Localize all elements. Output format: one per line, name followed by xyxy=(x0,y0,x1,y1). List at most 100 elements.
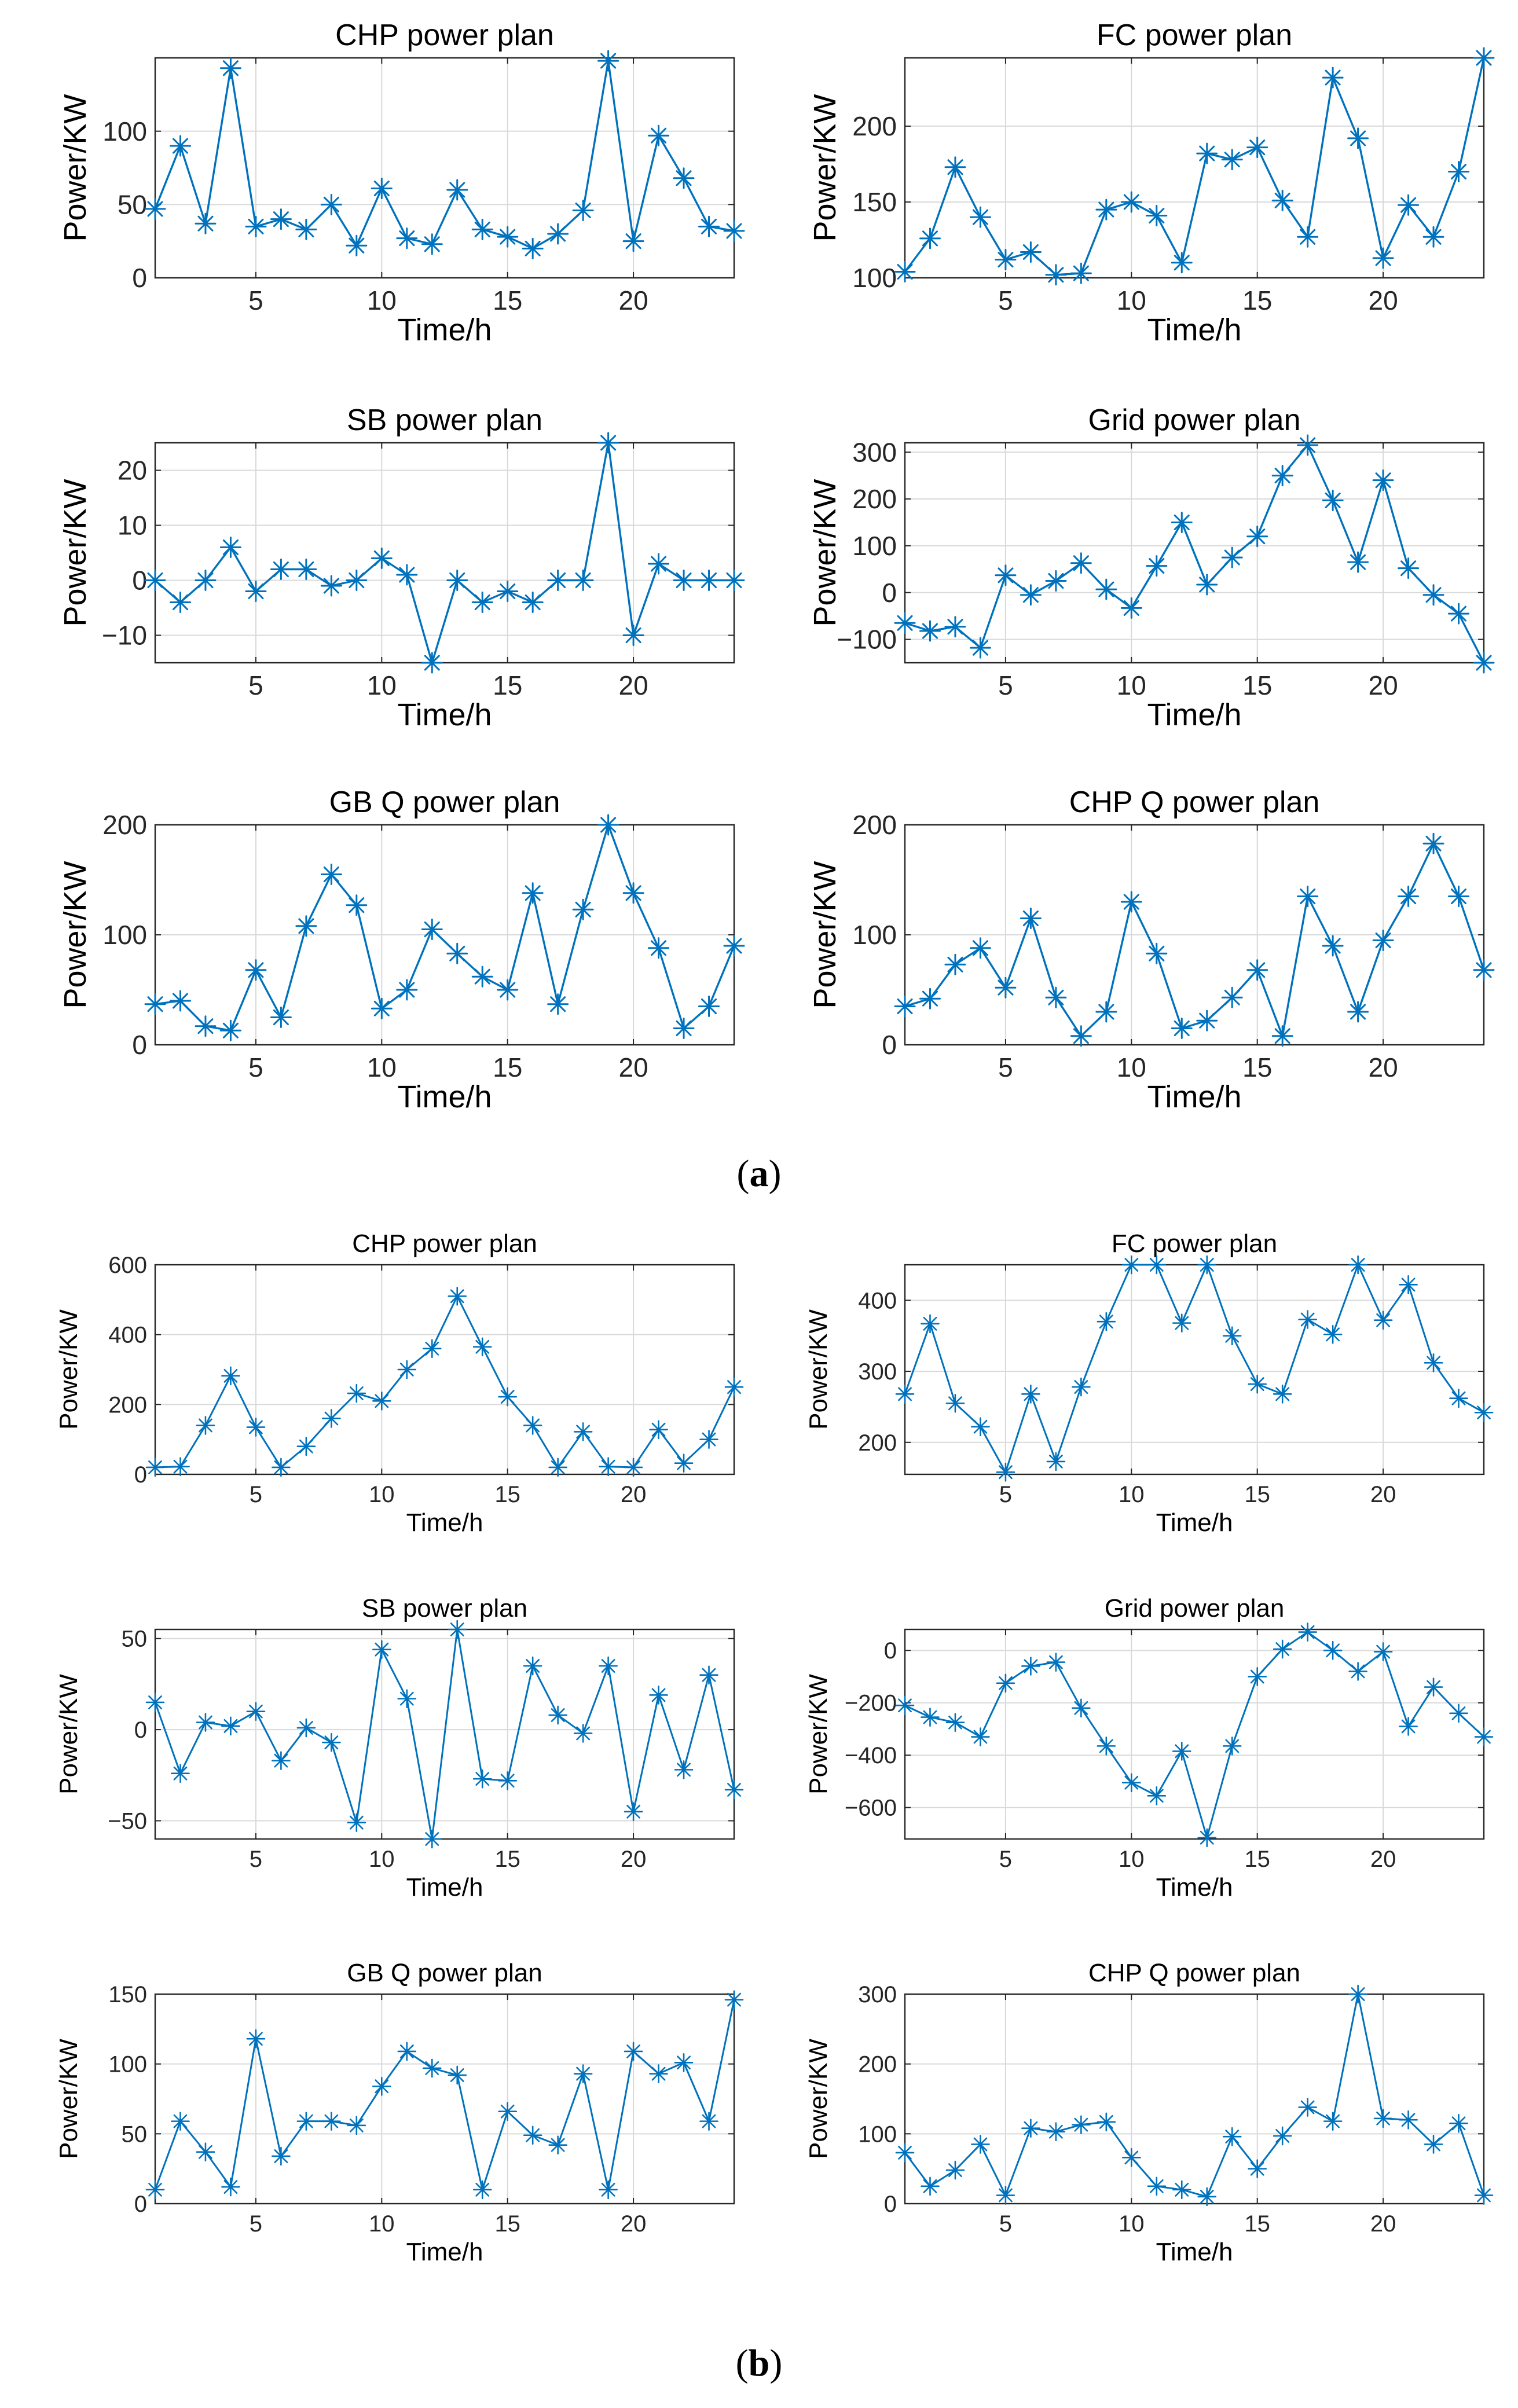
chart-b-3-point-14 xyxy=(472,1769,492,1789)
chart-b-3-point-8 xyxy=(322,1732,341,1752)
chart-b-3-point-1 xyxy=(145,1693,165,1712)
chart-a-6-point-10 xyxy=(1120,891,1142,913)
chart-b-2-point-23 xyxy=(1449,1389,1468,1408)
chart-b-4-point-11 xyxy=(1147,1786,1167,1805)
chart-a-2-ytick-label-1: 150 xyxy=(852,187,897,217)
chart-a-2-point-4 xyxy=(969,206,991,228)
chart-a-4-point-9 xyxy=(1095,578,1117,600)
chart-b-1-point-6 xyxy=(272,1458,291,1477)
chart-b-2-point-17 xyxy=(1298,1310,1317,1329)
chart-b-5-point-21 xyxy=(649,2064,668,2083)
chart-b-5-xtick-label-1: 10 xyxy=(369,2211,395,2237)
chart-b-1-point-20 xyxy=(624,1458,643,1477)
chart-b-3: 5 10 15 20 −50 0 50 SB power plan Time/h Power/KW xyxy=(54,1594,744,1902)
chart-b-2-point-4 xyxy=(971,1417,990,1437)
chart-b-5: 5 10 15 20 0 50 100 150 GB Q power plan Time/h Pow… xyxy=(54,1959,744,2266)
chart-b-5-point-15 xyxy=(498,2102,517,2121)
chart-b-5-point-8 xyxy=(322,2112,341,2131)
chart-a-3-point-7 xyxy=(295,559,317,580)
chart-a-6-point-14 xyxy=(1221,986,1243,1008)
chart-a-5-point-9 xyxy=(346,894,368,916)
chart-b-3-point-21 xyxy=(649,1686,668,1705)
chart-b-3-point-24 xyxy=(724,1780,744,1800)
chart-b-2-point-10 xyxy=(1122,1255,1141,1275)
chart-a-4-point-7 xyxy=(1045,570,1067,592)
chart-b-3-point-6 xyxy=(272,1751,291,1770)
chart-a-1-point-17 xyxy=(547,223,569,245)
chart-a-2-title: FC power plan xyxy=(1097,19,1292,52)
chart-a-4-point-14 xyxy=(1221,546,1243,568)
chart-b-2-point-8 xyxy=(1072,1377,1091,1397)
chart-a-3-ylabel: Power/KW xyxy=(58,479,93,626)
chart-b-1-ylabel: Power/KW xyxy=(54,1309,83,1430)
chart-a-2-point-23 xyxy=(1448,161,1470,183)
chart-a-3-ytick-label-0: −10 xyxy=(102,621,147,651)
chart-a-1-point-22 xyxy=(673,167,695,189)
chart-a-1-xtick-label-1: 10 xyxy=(367,285,397,315)
chart-a-5-point-19 xyxy=(597,814,619,836)
chart-b-6-point-14 xyxy=(1222,2127,1242,2146)
chart-a-4-title: Grid power plan xyxy=(1088,403,1300,437)
chart-b-1-point-5 xyxy=(246,1418,266,1437)
chart-b-5-point-3 xyxy=(196,2142,215,2162)
chart-a-6-ytick-label-0: 0 xyxy=(882,1030,897,1060)
chart-b-1-point-18 xyxy=(573,1422,593,1441)
chart-a-4-ylabel: Power/KW xyxy=(808,479,842,626)
chart-b-5-point-17 xyxy=(548,2135,567,2154)
chart-a-2-point-6 xyxy=(1020,241,1042,263)
chart-a-5-xtick-label-0: 5 xyxy=(248,1052,263,1082)
chart-a-1-point-8 xyxy=(320,193,342,215)
chart-b-2-point-14 xyxy=(1222,1326,1242,1346)
chart-a-2-series-line xyxy=(904,57,1485,276)
caption-a-letter: a xyxy=(749,1152,769,1195)
chart-a-2-point-8 xyxy=(1070,262,1092,284)
chart-b-3-point-4 xyxy=(221,1716,240,1736)
chart-b-3-point-23 xyxy=(699,1665,718,1684)
chart-a-4-xtick-label-0: 5 xyxy=(998,670,1013,700)
chart-b-3-point-2 xyxy=(171,1764,190,1783)
chart-b-6-ylabel: Power/KW xyxy=(804,2039,833,2159)
chart-b-6-plot-area xyxy=(905,1994,1484,2204)
chart-a-5-point-17 xyxy=(547,993,569,1015)
chart-a-3-point-5 xyxy=(245,581,267,602)
chart-b-3-xtick-label-1: 10 xyxy=(369,1847,395,1872)
chart-b-4-point-15 xyxy=(1248,1667,1267,1686)
chart-b-4-point-16 xyxy=(1273,1639,1292,1659)
chart-b-1-point-2 xyxy=(171,1457,190,1477)
chart-b-4-series-line xyxy=(904,1631,1485,1839)
chart-a-4-point-8 xyxy=(1070,552,1092,574)
chart-b-2-axes-box xyxy=(904,1264,1485,1475)
chart-b-5-point-6 xyxy=(272,2146,291,2166)
chart-b-6-point-20 xyxy=(1373,2109,1393,2128)
chart-a-4-point-10 xyxy=(1120,597,1142,619)
chart-b-1-point-13 xyxy=(448,1287,467,1306)
chart-a-4-point-17 xyxy=(1297,434,1319,456)
chart-a-4-point-22 xyxy=(1422,584,1444,606)
chart-b-1-point-3 xyxy=(196,1416,215,1435)
chart-b-1-point-7 xyxy=(296,1437,316,1456)
chart-a-2-point-9 xyxy=(1095,199,1117,221)
chart-b-6-ytick-label-0: 0 xyxy=(884,2192,897,2217)
chart-b-1-xtick-label-1: 10 xyxy=(369,1482,395,1507)
chart-a-2-point-10 xyxy=(1120,191,1142,213)
chart-b-2-xtick-label-3: 20 xyxy=(1370,1482,1396,1507)
chart-b-6-ytick-label-2: 200 xyxy=(858,2052,897,2077)
chart-b-5-point-4 xyxy=(221,2177,240,2197)
chart-a-3-xtick-label-0: 5 xyxy=(248,670,263,700)
chart-b-6-point-16 xyxy=(1273,2126,1292,2146)
chart-b-2-point-5 xyxy=(996,1463,1015,1482)
chart-b-2: 5 10 15 20 200 300 400 FC power plan Time/h Power… xyxy=(804,1229,1494,1537)
chart-a-5-point-6 xyxy=(270,1007,292,1028)
chart-b-6-point-2 xyxy=(921,2176,940,2196)
chart-a-6-point-24 xyxy=(1473,959,1495,981)
chart-b-2-point-2 xyxy=(921,1314,940,1334)
chart-b-3-title: SB power plan xyxy=(362,1594,527,1623)
chart-a-6-series-line xyxy=(904,842,1485,1037)
chart-b-2-xtick-label-1: 10 xyxy=(1119,1482,1145,1507)
chart-b-1-point-22 xyxy=(674,1453,694,1473)
chart-b-5-point-11 xyxy=(397,2042,417,2061)
chart-b-6-point-19 xyxy=(1348,1984,1367,2004)
chart-a-4-ytick-label-3: 200 xyxy=(852,484,897,514)
chart-a-5-point-5 xyxy=(245,959,267,981)
